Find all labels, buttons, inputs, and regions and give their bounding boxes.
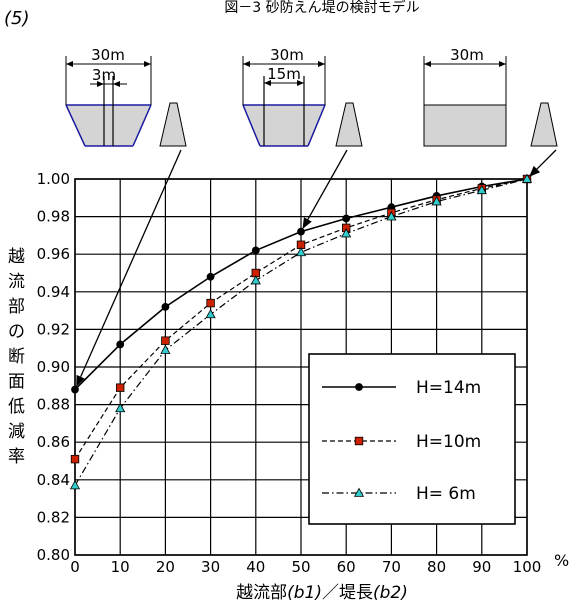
legend-item: H= 6m	[322, 484, 476, 504]
data-point-triangle	[115, 402, 126, 413]
data-point-triangle	[295, 246, 307, 257]
x-tick-label: 20	[156, 558, 175, 576]
dam-model-diagram-1: 30m 3m	[65, 46, 187, 147]
series-triangle	[69, 173, 533, 490]
y-tick-label: 0.88	[37, 396, 70, 414]
plot-area: 0.80 0.82 0.84 0.86 0.88 0.90 0.92 0.94 0.96 0.98…	[37, 149, 557, 576]
x-axis-label-part: 越流部	[236, 583, 287, 603]
y-axis-label-text: 越流部の断面低減率	[8, 247, 25, 467]
y-tick-label: 0.86	[37, 433, 70, 451]
x-axis-label-part: (b1)	[287, 583, 322, 603]
figure-title: 図－3 砂防えん堤の検討モデル	[224, 0, 419, 16]
legend: H=14m H=10m H= 6m	[308, 353, 516, 525]
data-point-triangle	[386, 211, 397, 221]
data-point-triangle	[69, 480, 81, 490]
annotation-arrow	[302, 149, 348, 230]
x-tick-label: 30	[201, 558, 220, 576]
x-unit-label: %	[554, 551, 569, 570]
x-tick-label: 40	[246, 558, 265, 576]
data-point-triangle	[431, 196, 442, 206]
x-tick-label: 70	[382, 558, 401, 576]
x-tick-label: 10	[111, 558, 130, 576]
data-point-square	[354, 436, 364, 446]
legend-label: H=14m	[416, 378, 481, 398]
y-tick-label: 0.96	[37, 245, 70, 263]
dam-model-diagrams: 30m 3m 30m 15m	[65, 46, 558, 147]
dim-label-notch-width: 15m	[267, 65, 301, 83]
x-tick-label: 90	[472, 558, 491, 576]
data-point-triangle	[353, 487, 365, 497]
dam-model-diagram-3: 30m	[423, 46, 558, 147]
data-point-triangle	[205, 308, 216, 319]
annotation-arrow	[76, 149, 182, 387]
y-tick-label: 0.90	[37, 358, 70, 376]
data-point-triangle	[160, 344, 171, 354]
y-tick-label: 0.84	[37, 471, 70, 489]
x-tick-labels: 0 10 20 30 40 50 60 70 80 90 100	[70, 558, 541, 576]
data-point-square	[206, 298, 215, 308]
data-point-square	[70, 454, 80, 464]
data-point-circle	[342, 214, 351, 223]
panel-label: (5)	[4, 8, 30, 29]
legend-box	[308, 353, 516, 525]
y-tick-label: 0.80	[37, 546, 70, 564]
x-tick-label: 50	[291, 558, 310, 576]
x-tick-label: 100	[513, 558, 542, 576]
x-tick-label: 0	[70, 558, 80, 576]
y-axis-label: 越流部の断面低減率	[8, 247, 25, 467]
y-tick-label: 0.92	[37, 320, 70, 338]
data-point-circle	[161, 302, 170, 311]
x-axis-label-part: (b2)	[373, 583, 408, 603]
dim-label-total-width: 30m	[450, 46, 484, 64]
y-tick-label: 0.94	[37, 283, 70, 301]
dim-label-total-width: 30m	[91, 46, 125, 64]
dim-label-notch-width: 3m	[92, 66, 116, 84]
plot-frame	[74, 178, 528, 556]
x-axis-label: 越流部(b1)／堤長(b2)	[236, 583, 408, 603]
data-point-circle	[206, 272, 215, 281]
legend-item: H=14m	[322, 378, 481, 398]
annotation-arrow	[529, 149, 557, 177]
legend-label: H= 6m	[416, 484, 476, 504]
legend-label: H=10m	[416, 432, 481, 452]
data-point-triangle	[250, 275, 261, 285]
data-point-circle	[297, 227, 305, 236]
y-tick-labels: 0.80 0.82 0.84 0.86 0.88 0.90 0.92 0.94 0.96 0.98…	[37, 170, 70, 564]
data-point-circle	[251, 246, 260, 255]
x-axis-label-part: ／堤長	[322, 583, 373, 603]
data-point-triangle	[476, 184, 487, 195]
dim-label-total-width: 30m	[270, 46, 304, 64]
x-tick-label: 80	[427, 558, 446, 576]
y-tick-label: 1.00	[37, 170, 70, 188]
data-point-triangle	[521, 173, 533, 183]
data-point-circle	[71, 385, 79, 394]
y-tick-label: 0.82	[37, 508, 70, 526]
data-point-square	[116, 383, 125, 392]
data-point-triangle	[341, 228, 352, 238]
y-tick-label: 0.98	[37, 208, 70, 226]
x-tick-label: 60	[337, 558, 356, 576]
data-point-circle	[355, 383, 363, 391]
legend-item: H=10m	[322, 432, 481, 452]
data-point-circle	[116, 340, 125, 349]
series-group	[69, 173, 533, 490]
data-point-square	[161, 336, 170, 345]
dam-model-diagram-2: 30m 15m	[242, 46, 363, 147]
annotation-arrows	[76, 149, 557, 387]
